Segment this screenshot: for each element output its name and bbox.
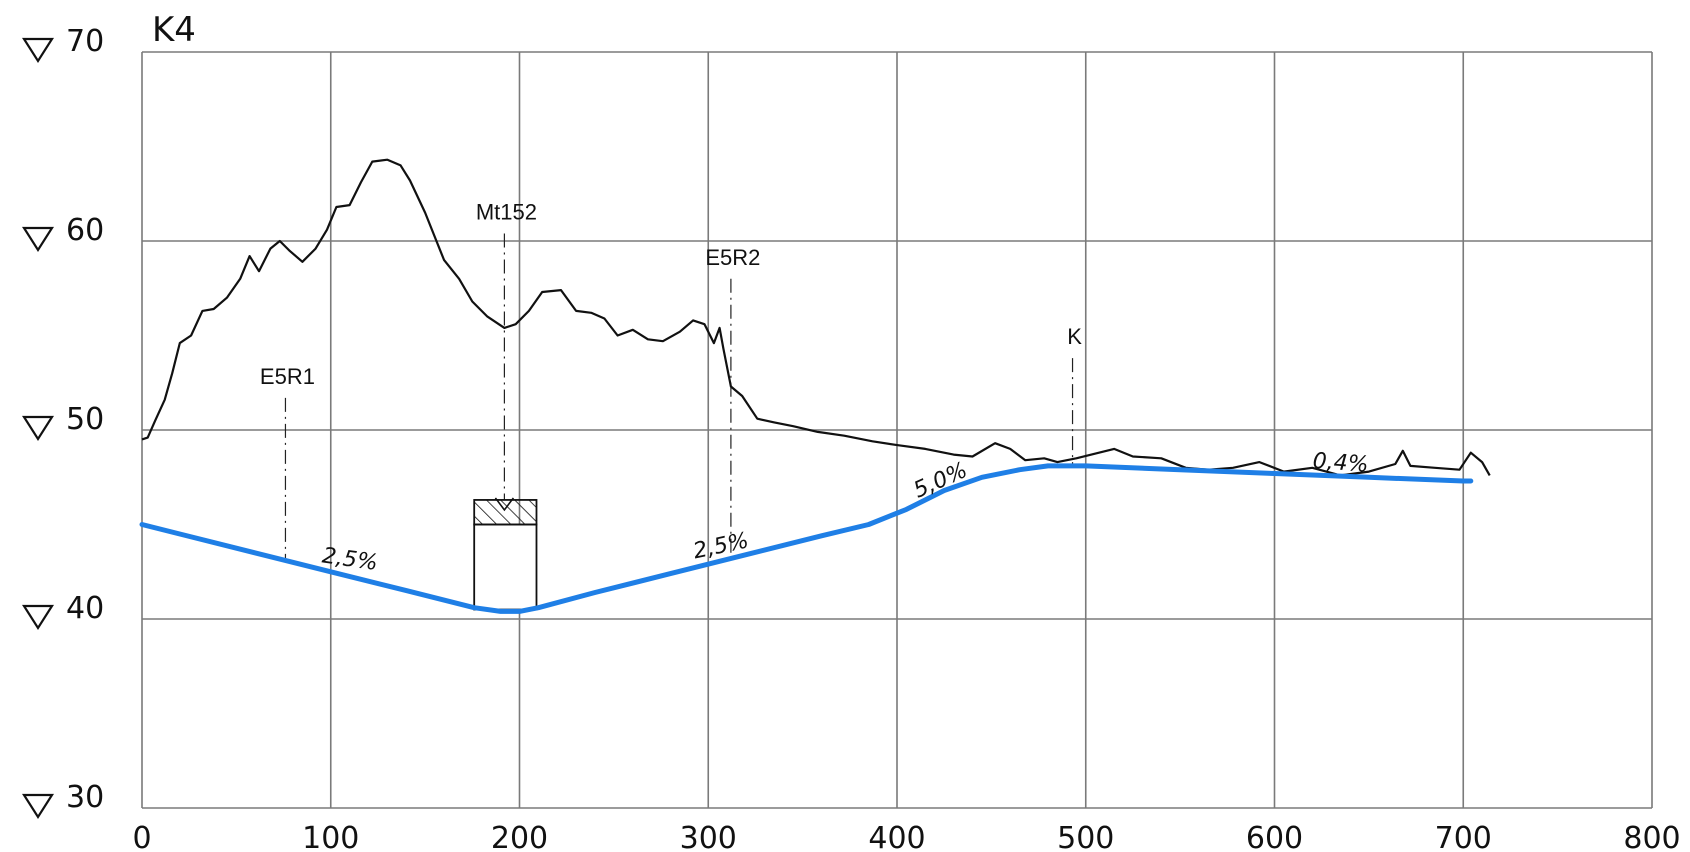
- x-tick-label: 300: [680, 821, 737, 852]
- level-triangle-icon: [21, 604, 55, 631]
- y-tick-label: 70: [66, 24, 104, 59]
- grid: [141, 51, 1653, 809]
- slope-label: 0,4%: [1312, 449, 1370, 478]
- level-triangle-icon: [21, 415, 55, 442]
- marker-label: Mt152: [476, 199, 537, 224]
- y-tick-label: 60: [66, 213, 104, 248]
- x-tick-label: 800: [1623, 821, 1680, 852]
- level-triangle-icon: [21, 37, 55, 64]
- y-tick-label: 50: [66, 402, 104, 437]
- marker-label: E5R1: [260, 364, 315, 389]
- marker-label: E5R2: [705, 245, 760, 270]
- level-triangle-icon: [21, 226, 55, 253]
- series-group: [139, 158, 1491, 614]
- axis-labels: 0 100 200 300 400 500 600 700 800 30 40 50 60 70: [21, 24, 1681, 852]
- x-tick-label: 400: [868, 821, 925, 852]
- marker-label: K: [1067, 324, 1082, 349]
- x-tick-label: 100: [302, 821, 359, 852]
- arrow-down-icon: [494, 497, 515, 512]
- x-tick-label: 600: [1246, 821, 1303, 852]
- slope-label: 2,5%: [691, 528, 751, 564]
- structure-cap: [473, 499, 538, 526]
- y-tick-label: 40: [66, 591, 104, 626]
- x-tick-label: 0: [132, 821, 151, 852]
- structure-group: [473, 497, 538, 611]
- chart-title: K4: [152, 10, 196, 50]
- chainage-markers: E5R1 Mt152 E5R2 K: [260, 199, 1082, 559]
- structure-body: [473, 523, 538, 611]
- x-tick-label: 500: [1057, 821, 1114, 852]
- slope-label: 5,0%: [910, 458, 971, 504]
- y-tick-label: 30: [66, 780, 104, 815]
- series-terrain-line: [141, 158, 1491, 477]
- level-triangle-icon: [21, 793, 55, 820]
- x-tick-label: 700: [1435, 821, 1492, 852]
- x-tick-label: 200: [491, 821, 548, 852]
- series-design-line: [139, 463, 1474, 614]
